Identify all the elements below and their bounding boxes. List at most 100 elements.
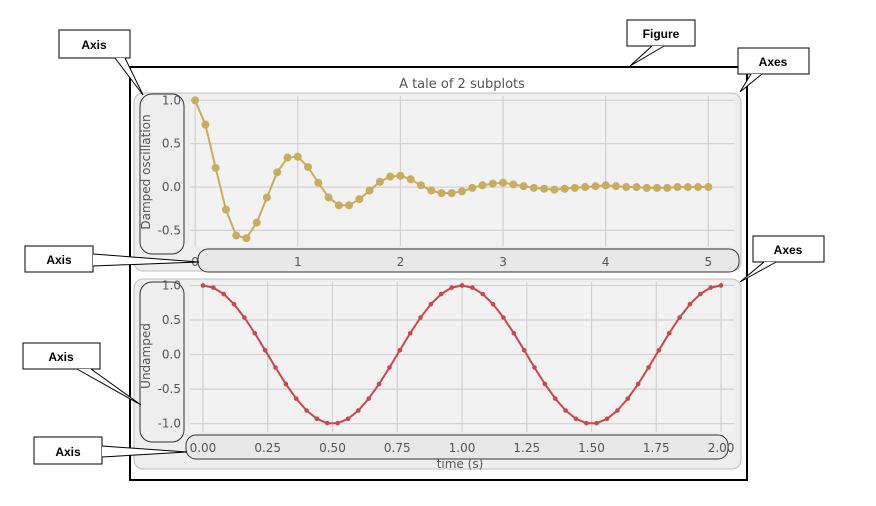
bottom-data-point: [345, 416, 351, 422]
callout-axes-bottom: Axes: [739, 235, 825, 283]
top-y-axis-box: [139, 93, 185, 255]
top-data-point: [406, 175, 415, 184]
bottom-y-axis-label: Undamped: [139, 323, 153, 389]
top-data-point: [560, 184, 569, 193]
callout-axis-bottom-y-text: Axis: [48, 350, 74, 364]
top-data-point: [601, 181, 610, 190]
bottom-x-tick-label: 0.00: [190, 441, 217, 455]
bottom-data-point: [501, 315, 506, 320]
bottom-data-point: [428, 301, 434, 307]
top-plot-area: [190, 96, 734, 246]
top-data-point: [540, 184, 549, 193]
top-data-point: [314, 178, 323, 187]
top-y-tick-label: 0.0: [162, 180, 181, 194]
bottom-x-axis-label: time (s): [437, 457, 484, 471]
bottom-data-point: [356, 408, 361, 413]
top-data-point: [304, 163, 313, 172]
bottom-data-point: [604, 416, 610, 422]
bottom-data-point: [573, 416, 579, 422]
callout-axes-top: Axes: [737, 47, 810, 93]
bottom-x-tick-label: 0.75: [384, 441, 411, 455]
top-data-point: [581, 183, 590, 192]
bottom-data-point: [646, 365, 651, 370]
bottom-data-point: [532, 365, 537, 370]
top-data-point: [622, 183, 631, 192]
callout-axis-bottom-x-text: Axis: [55, 445, 81, 459]
bottom-data-point: [387, 365, 392, 370]
top-data-point: [458, 187, 466, 196]
bottom-y-axis-box: [139, 281, 185, 443]
top-data-point: [673, 183, 682, 192]
bottom-data-point: [231, 301, 237, 307]
top-data-point: [468, 183, 477, 192]
bottom-x-tick-label: 0.25: [254, 441, 281, 455]
bottom-data-point: [242, 315, 247, 320]
bottom-y-tick-label: 0.5: [162, 313, 181, 327]
top-data-point: [293, 152, 302, 161]
bottom-data-point: [656, 347, 662, 353]
top-data-point: [611, 182, 620, 191]
callout-axis-top-x: Axis: [24, 245, 200, 273]
top-data-point: [375, 177, 384, 186]
top-data-point: [355, 195, 364, 204]
top-data-point: [252, 218, 261, 227]
top-data-point: [642, 183, 651, 192]
bottom-data-point: [459, 283, 465, 288]
bottom-data-point: [449, 285, 454, 290]
bottom-data-point: [687, 301, 693, 307]
top-y-tick-label: -0.5: [158, 223, 181, 237]
top-x-tick-label: 1: [294, 255, 302, 269]
bottom-data-point: [418, 315, 423, 320]
top-data-point: [427, 186, 436, 195]
top-data-point: [396, 171, 405, 180]
bottom-x-tick-label: 1.50: [578, 441, 605, 455]
bottom-data-point: [718, 283, 724, 288]
top-data-point: [519, 182, 528, 191]
bottom-x-tick-label: 1.00: [449, 441, 476, 455]
top-data-point: [499, 178, 508, 187]
top-data-point: [232, 231, 241, 240]
bottom-data-point: [366, 396, 372, 401]
callout-figure: Figure: [626, 19, 696, 67]
top-y-tick-label: 0.5: [162, 137, 181, 151]
bottom-data-point: [480, 291, 486, 297]
top-data-point: [632, 183, 641, 192]
callout-axis-bottom-y: Axis: [22, 342, 142, 406]
bottom-data-point: [211, 285, 216, 290]
top-grid: [190, 96, 734, 246]
bottom-data-point: [283, 381, 289, 387]
bottom-data-point: [552, 396, 558, 401]
top-data-point: [478, 181, 487, 190]
bottom-data-point: [511, 330, 517, 336]
top-data-point: [242, 234, 251, 243]
bottom-data-point: [625, 396, 631, 401]
top-data-point: [683, 183, 692, 192]
callout-axis-top-y-text: Axis: [81, 38, 107, 52]
bottom-data-point: [252, 330, 258, 336]
bottom-x-tick-label: 2.00: [708, 441, 735, 455]
bottom-data-point: [438, 291, 444, 297]
bottom-data-point: [698, 291, 703, 297]
top-x-tick-label: 3: [499, 255, 507, 269]
top-data-point: [201, 120, 210, 129]
bottom-data-point: [542, 381, 548, 387]
bottom-data-point: [407, 330, 413, 336]
bottom-data-point: [221, 291, 226, 297]
bottom-y-tick-label: -1.0: [158, 417, 181, 431]
top-data-point: [273, 168, 282, 177]
callout-axis-top-x-text: Axis: [46, 253, 72, 267]
bottom-series: [200, 283, 724, 426]
bottom-data-point: [635, 381, 641, 387]
bottom-data-point: [666, 330, 672, 336]
bottom-x-tick-label: 0.50: [319, 441, 346, 455]
bottom-y-tick-label: -0.5: [158, 382, 181, 396]
bottom-data-point: [490, 301, 496, 307]
callout-axis-bottom-x: Axis: [33, 436, 188, 465]
top-x-tick-label: 5: [705, 255, 713, 269]
bottom-data-point: [293, 396, 299, 401]
top-data-point: [324, 193, 333, 202]
bottom-x-axis-box: [185, 434, 729, 460]
top-y-axis-label: Damped oscillation: [139, 114, 153, 229]
bottom-y-tick-label: 1.0: [162, 278, 181, 292]
